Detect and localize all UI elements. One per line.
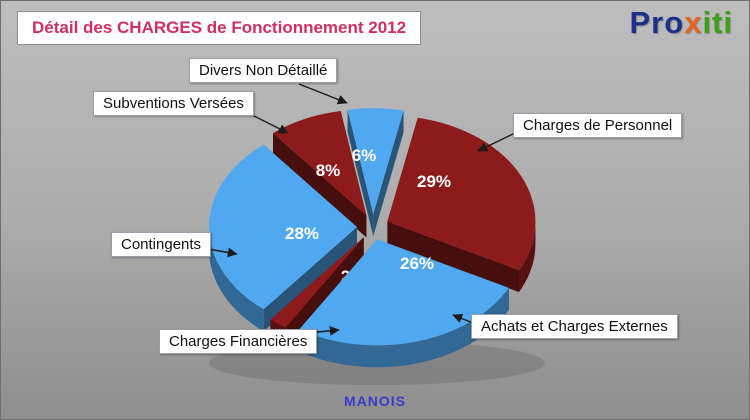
slice-rim	[209, 227, 264, 332]
leader-line-divers	[298, 83, 348, 105]
slice-percent-label: 29%	[417, 172, 451, 191]
slice-label-subventions-versees: Subventions Versées	[93, 91, 254, 116]
pie-slice-5[interactable]: 8%	[273, 110, 367, 238]
slice-label-charges-de-personnel: Charges de Personnel	[513, 113, 683, 138]
slice-side-wall	[387, 221, 519, 293]
slice-percent-label: 6%	[352, 146, 377, 165]
slice-side-wall	[273, 133, 367, 238]
slice-top	[270, 237, 364, 328]
slice-label-contingents: Contingents	[111, 232, 212, 257]
logo-part-iti: iti	[702, 5, 733, 40]
slice-label-achats-et-charges-externes: Achats et Charges Externes	[471, 314, 678, 339]
logo-part-pro: Pro	[629, 5, 685, 40]
slice-rim	[518, 221, 536, 293]
leader-line-personnel	[477, 131, 518, 152]
slice-label-divers-non-detaille: Divers Non Détaillé	[189, 58, 338, 83]
slice-percent-label: 8%	[316, 161, 341, 180]
slice-percent-label: 26%	[400, 254, 434, 273]
slice-side-wall	[347, 109, 374, 237]
logo-part-x: x	[684, 5, 703, 40]
commune-name: MANOIS	[344, 393, 406, 409]
slice-top	[347, 108, 404, 215]
leader-line-subventions	[251, 114, 289, 134]
proxiti-logo[interactable]: Proxiti	[630, 5, 734, 41]
slice-side-wall	[373, 110, 404, 237]
slice-label-charges-financieres: Charges Financières	[159, 329, 318, 354]
slice-percent-label: 28%	[285, 224, 319, 243]
pie-slice-1[interactable]: 29%	[387, 117, 536, 293]
slice-top	[387, 117, 536, 271]
slice-rim	[299, 287, 509, 368]
slice-top	[273, 110, 367, 216]
pie-slice-0[interactable]: 6%	[347, 108, 404, 237]
pie-slices-group: 6%8%29%28%2%26%	[208, 108, 545, 385]
chart-title: Détail des CHARGES de Fonctionnement 201…	[17, 11, 422, 45]
leader-line-contingents	[207, 247, 238, 258]
slice-top	[208, 144, 357, 310]
